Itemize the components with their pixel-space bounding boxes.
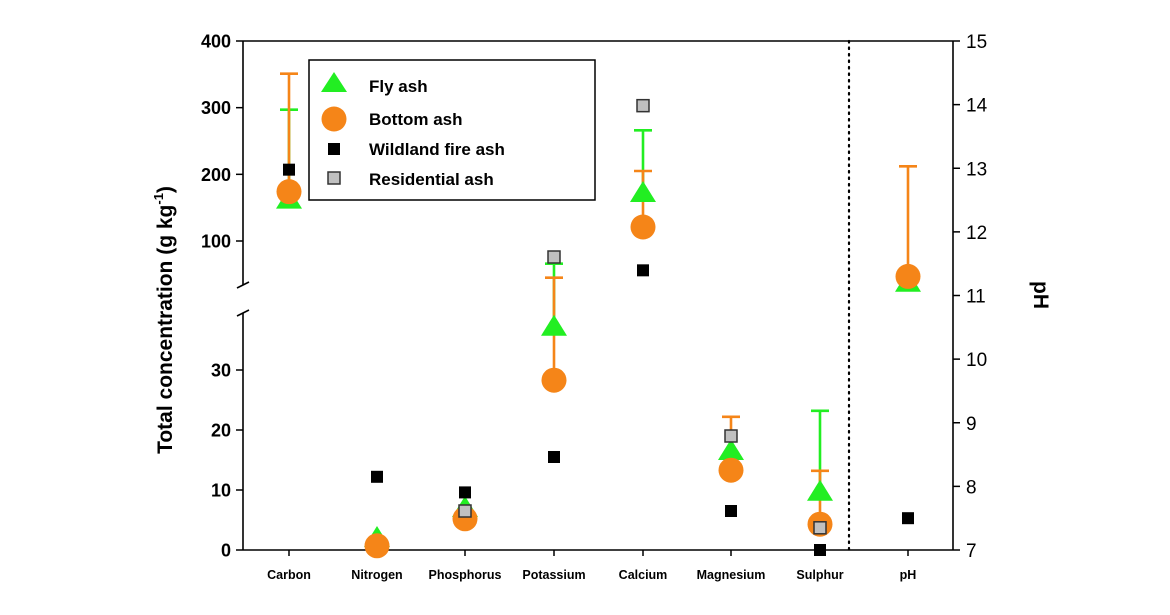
axis-break-mark-lower	[236, 309, 250, 317]
point-bottom-ash	[718, 457, 744, 483]
x-tick-label: Magnesium	[697, 568, 766, 582]
y-axis-label-main: Total concentration (g kg	[154, 205, 177, 454]
legend-label-bottom-ash: Bottom ash	[369, 110, 463, 129]
x-tick-label: Carbon	[267, 568, 311, 582]
point-fly-ash	[718, 439, 744, 460]
tick-marks	[236, 40, 960, 556]
x-tick-label: Calcium	[619, 568, 668, 582]
y-tick-label: 10	[211, 481, 231, 501]
point-bottom-ash	[895, 263, 921, 289]
tick-labels: 0 10 20 30 100 200 300 400 7 8 9 10 11 12 13 14 15	[201, 32, 988, 563]
y-tick-label: 200	[201, 165, 231, 185]
point-wildland-fire-ash	[548, 451, 560, 463]
point-bottom-ash	[364, 533, 390, 559]
y2-tick-label: 11	[966, 287, 986, 308]
legend-label-residential-ash: Residential ash	[369, 170, 494, 189]
point-bottom-ash	[630, 214, 656, 240]
y2-tick-label: 8	[966, 477, 977, 498]
y-tick-label: 100	[201, 232, 231, 252]
y2-tick-label: 10	[966, 350, 987, 371]
legend-marker-residential-ash	[327, 171, 341, 185]
point-wildland-fire-ash	[814, 544, 826, 556]
point-wildland-fire-ash	[637, 264, 649, 277]
legend-label-wildland-fire-ash: Wildland fire ash	[369, 140, 505, 159]
y2-tick-label: 15	[966, 32, 987, 53]
y-axis-label-superscript: -1	[151, 193, 166, 205]
x-tick-label: Nitrogen	[351, 568, 402, 582]
legend-label-fly-ash: Fly ash	[369, 77, 428, 96]
point-wildland-fire-ash	[902, 512, 914, 525]
point-fly-ash	[630, 181, 656, 202]
x-tick-label: Phosphorus	[429, 568, 502, 582]
point-wildland-fire-ash	[459, 486, 471, 499]
point-wildland-fire-ash	[371, 470, 383, 483]
axis-break-mark-upper	[236, 281, 250, 289]
legend: Fly ash Bottom ash Wildland fire ash Res…	[308, 59, 596, 201]
y-tick-label: 0	[221, 541, 231, 561]
point-residential-ash	[458, 504, 472, 518]
legend-marker-wildland-fire-ash	[328, 143, 340, 155]
x-tick-label: Potassium	[522, 568, 585, 582]
y-tick-label: 300	[201, 98, 231, 118]
point-residential-ash	[547, 250, 561, 264]
point-residential-ash	[813, 521, 827, 535]
data-points	[276, 98, 921, 559]
point-fly-ash	[807, 479, 833, 501]
category-labels: Carbon Nitrogen Phosphorus Potassium Calcium…	[267, 568, 916, 582]
legend-marker-fly-ash	[321, 72, 347, 92]
point-residential-ash	[636, 98, 650, 113]
y2-axis-label: pH	[1029, 281, 1052, 309]
y2-tick-label: 7	[966, 541, 977, 562]
y2-tick-label: 14	[966, 96, 988, 117]
x-tick-label: Sulphur	[796, 568, 843, 582]
point-residential-ash	[724, 429, 738, 443]
point-wildland-fire-ash	[283, 163, 295, 176]
point-bottom-ash	[541, 367, 567, 393]
x-tick-label: pH	[900, 568, 917, 582]
legend-box	[308, 59, 596, 201]
y2-tick-label: 12	[966, 223, 987, 244]
y2-tick-label: 9	[966, 414, 977, 435]
y-tick-label: 30	[211, 361, 231, 381]
point-bottom-ash	[276, 179, 302, 205]
y-axis-label: Total concentration (g kg-1)	[151, 186, 177, 454]
y-tick-label: 400	[201, 32, 231, 52]
y-tick-label: 20	[211, 421, 231, 441]
point-fly-ash	[541, 314, 567, 336]
legend-marker-bottom-ash	[321, 106, 347, 132]
y-axis-label-close: )	[154, 186, 177, 193]
y2-tick-label: 13	[966, 159, 987, 180]
point-wildland-fire-ash	[725, 505, 737, 517]
